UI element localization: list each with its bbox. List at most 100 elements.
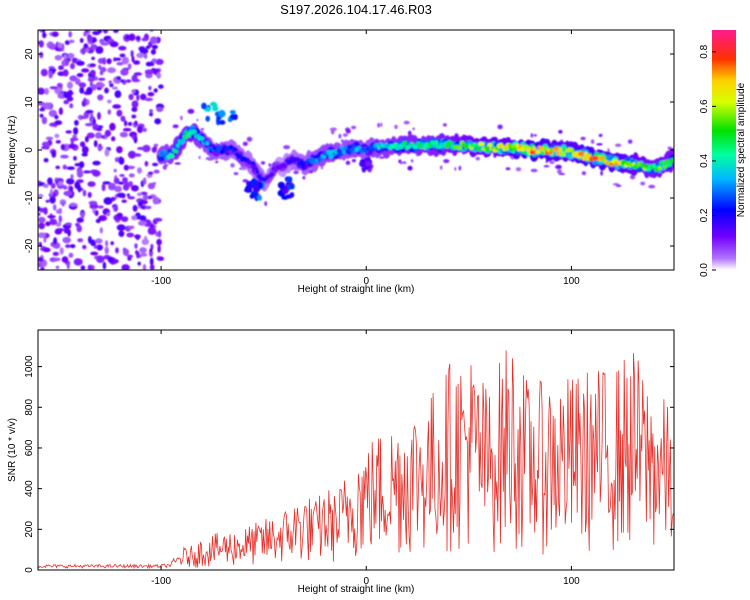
noise-blob <box>38 87 45 93</box>
noise-blob <box>43 183 49 188</box>
noise-blob <box>54 120 63 126</box>
noise-blob <box>76 217 84 223</box>
noise-blob <box>134 234 141 239</box>
noise-blob <box>38 222 45 230</box>
feature-blob <box>289 183 295 190</box>
noise-blob <box>129 131 138 138</box>
noise-blob <box>80 265 86 270</box>
noise-blob <box>147 226 157 235</box>
snr-y-label: SNR (10 * v/v) <box>7 418 18 482</box>
noise-blob <box>49 218 58 226</box>
noise-blob <box>151 44 158 50</box>
noise-blob <box>69 186 74 192</box>
y-tick-label: -10 <box>24 190 35 205</box>
noise-blob <box>49 86 58 90</box>
noise-blob <box>115 247 119 254</box>
noise-blob <box>136 192 143 197</box>
noise-blob <box>82 189 87 197</box>
ridge-blob <box>269 172 275 177</box>
noise-blob <box>151 58 157 63</box>
ridge-blob <box>182 135 188 140</box>
noise-blob <box>144 69 154 75</box>
noise-blob <box>84 123 94 127</box>
ridge-blob <box>219 149 225 155</box>
noise-blob <box>142 177 147 185</box>
noise-blob <box>127 150 137 159</box>
noise-blob <box>114 157 120 163</box>
ridge-blob <box>272 167 279 173</box>
noise-blob <box>51 68 57 72</box>
noise-blob <box>533 134 538 137</box>
ridge-blob <box>346 144 352 149</box>
noise-blob <box>53 237 58 245</box>
noise-blob <box>230 163 235 168</box>
noise-blob <box>497 124 503 130</box>
noise-blob <box>55 165 61 170</box>
noise-blob <box>76 73 84 78</box>
noise-blob <box>83 97 87 106</box>
snr-panel: -100 0 100 0 200 400 600 800 1000 Height of str… <box>7 329 675 595</box>
noise-blob <box>143 53 148 59</box>
figure-title: S197.2026.104.17.46.R03 <box>280 2 432 17</box>
noise-blob <box>233 172 239 176</box>
feature-blob <box>257 195 263 201</box>
noise-blob <box>439 165 443 170</box>
noise-blob <box>149 264 155 270</box>
noise-blob <box>38 232 46 239</box>
noise-blob <box>41 30 46 33</box>
noise-blob <box>153 143 159 147</box>
y-tick-label: -20 <box>24 238 35 253</box>
noise-blob <box>116 212 123 219</box>
noise-blob <box>107 67 116 74</box>
colorbar-tick-label: 0.8 <box>699 44 710 58</box>
noise-blob <box>98 77 106 81</box>
noise-blob <box>106 58 112 65</box>
noise-blob <box>63 91 72 99</box>
noise-blob <box>130 50 134 58</box>
noise-blob <box>142 194 149 201</box>
noise-blob <box>156 238 162 246</box>
noise-blob <box>82 244 87 250</box>
noise-blob <box>596 143 603 146</box>
noise-blob <box>52 204 57 211</box>
noise-blob <box>154 118 162 125</box>
noise-blob <box>158 84 164 89</box>
noise-blob <box>121 216 129 223</box>
noise-blob <box>149 109 153 114</box>
noise-blob <box>69 103 74 109</box>
ridge-blob <box>535 149 541 154</box>
noise-blob <box>73 127 79 135</box>
noise-blob <box>119 174 125 177</box>
noise-blob <box>41 146 48 150</box>
spectrogram-y-ticks: -20 -10 0 10 20 <box>24 48 674 253</box>
noise-blob <box>93 244 98 249</box>
noise-blob <box>139 247 147 254</box>
noise-blob <box>54 133 60 139</box>
noise-blob <box>667 146 672 150</box>
ridge-blob <box>356 146 362 150</box>
noise-blob <box>63 190 73 197</box>
noise-blob <box>79 87 85 94</box>
noise-blob <box>118 45 127 51</box>
noise-blob <box>403 120 410 125</box>
noise-blob <box>172 124 179 129</box>
noise-blob <box>45 199 50 203</box>
noise-blob <box>38 242 42 247</box>
noise-blob <box>95 132 102 139</box>
noise-blob <box>102 57 107 65</box>
noise-blob <box>121 199 127 203</box>
snr-y-ticks: 0 200 400 600 800 1000 <box>24 355 674 573</box>
noise-blob <box>80 211 85 219</box>
noise-blob <box>111 136 116 142</box>
noise-blob <box>242 179 249 183</box>
noise-blob <box>114 57 122 61</box>
noise-blob <box>38 257 44 262</box>
ridge-blob <box>238 154 243 159</box>
noise-blob <box>83 170 91 174</box>
x-tick-label: -100 <box>151 276 171 287</box>
noise-blob <box>75 78 81 85</box>
ridge-blob <box>192 129 197 135</box>
noise-blob <box>116 76 122 81</box>
noise-blob <box>45 221 51 227</box>
ridge-blob <box>430 140 435 145</box>
